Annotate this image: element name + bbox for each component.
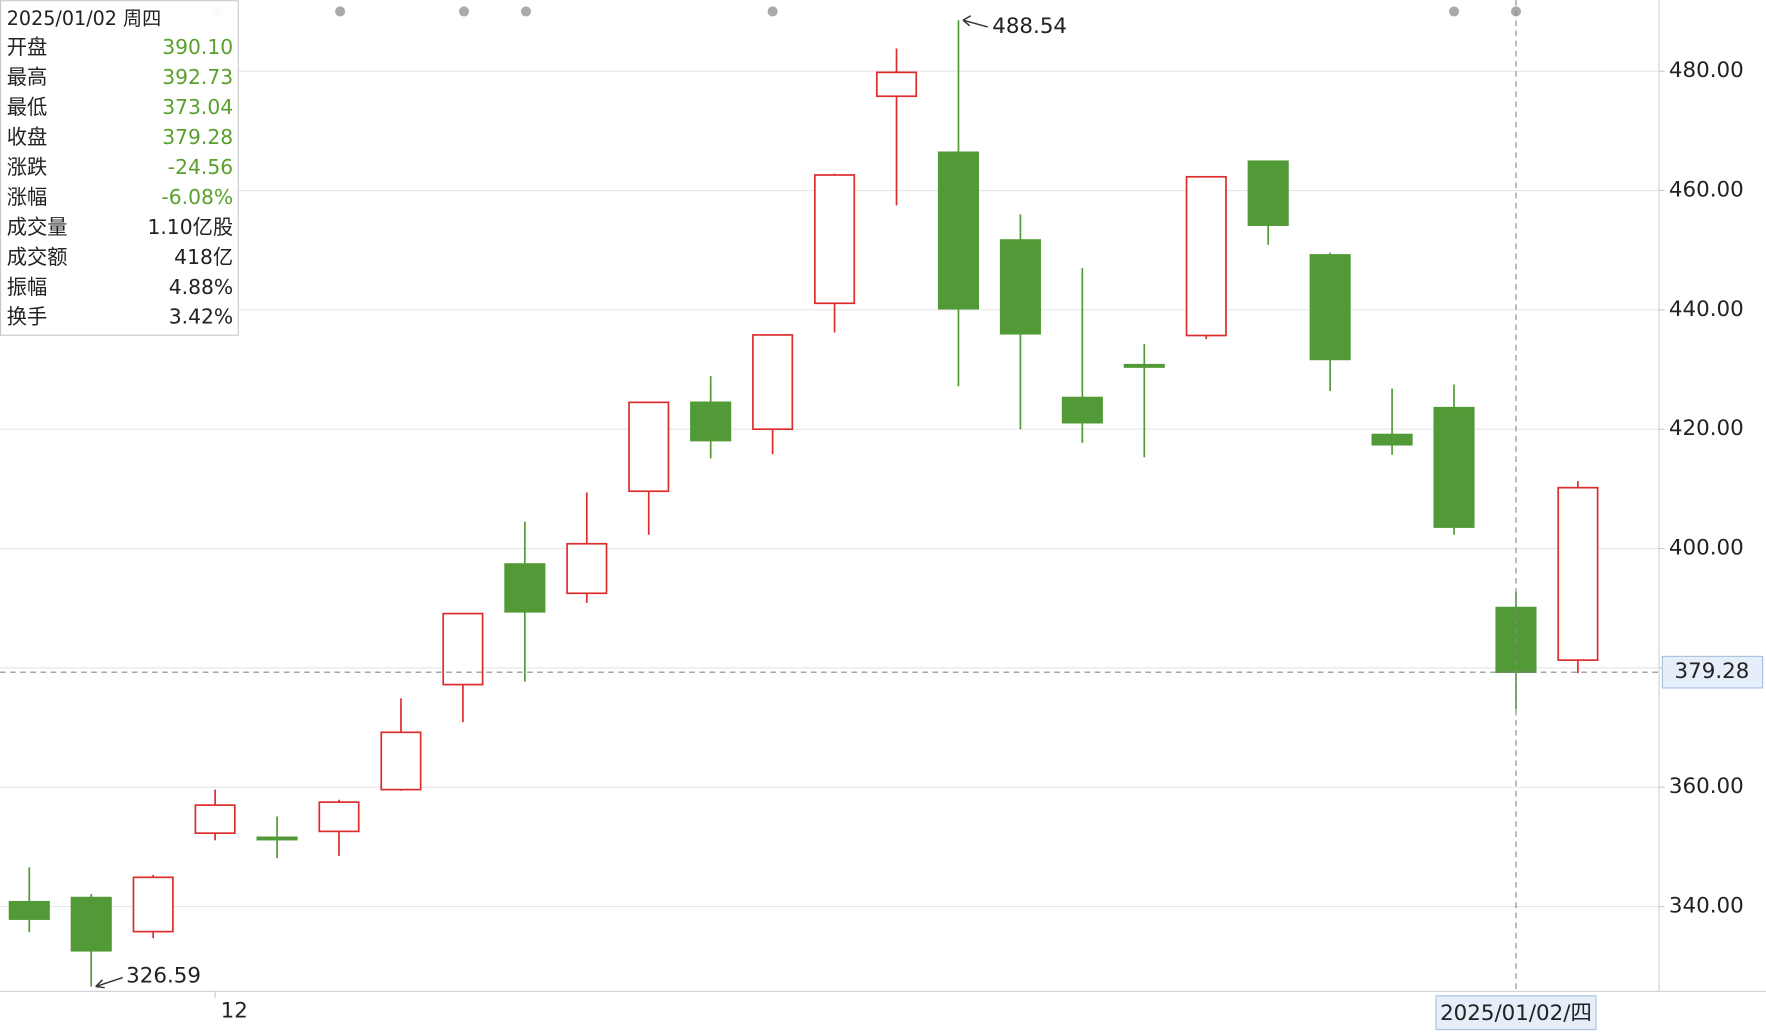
candle-body: [814, 174, 856, 305]
info-label: 最低: [7, 95, 48, 119]
crosshair-date-box: [1435, 995, 1597, 1031]
candle-body: [566, 542, 608, 595]
info-label: 收盘: [7, 125, 48, 149]
candle-body: [999, 239, 1041, 335]
candle-body: [70, 896, 112, 952]
max-annotation: 488.54: [992, 14, 1067, 39]
y-tick-label: 460.00: [1669, 178, 1744, 203]
info-label: 涨幅: [7, 185, 48, 209]
candle-body: [8, 900, 50, 920]
info-value: 373.04: [162, 95, 233, 119]
candle-body: [318, 801, 360, 833]
event-dot[interactable]: [520, 6, 532, 17]
candle-body: [1371, 433, 1413, 446]
y-tick-label: 360.00: [1669, 774, 1744, 799]
info-label: 最高: [7, 65, 48, 89]
candle-body: [194, 804, 236, 835]
info-title: 2025/01/02 周四: [7, 7, 162, 30]
min-annotation: 326.59: [126, 963, 201, 988]
candle-body: [1185, 175, 1227, 337]
event-dot[interactable]: [458, 6, 470, 17]
info-label: 成交额: [7, 245, 68, 269]
candles: [8, 20, 1599, 987]
info-panel: 2025/01/02 周四 开盘 390.10 最高 392.73 最低 373.04 收盘…: [0, 0, 239, 336]
y-tick-label: 420.00: [1669, 416, 1744, 441]
event-dot[interactable]: [767, 6, 778, 17]
info-value: 418亿: [174, 245, 233, 269]
min-arrow: [95, 976, 123, 989]
info-value: 3.42%: [169, 305, 233, 329]
candle-body: [1123, 363, 1165, 368]
info-value: -24.56: [168, 155, 233, 179]
candle-body: [1061, 396, 1103, 424]
candle-body: [1309, 254, 1351, 361]
candle-body: [256, 836, 298, 841]
candle-body: [504, 563, 546, 613]
y-tick-label: 440.00: [1669, 297, 1744, 322]
candle-body: [442, 612, 484, 686]
info-value: -6.08%: [161, 185, 233, 209]
info-label: 换手: [7, 305, 48, 329]
crosshair-price-label: 379.28: [1675, 659, 1750, 684]
info-label: 开盘: [7, 35, 48, 59]
info-value: 379.28: [162, 125, 233, 149]
event-dot[interactable]: [335, 6, 346, 17]
candle-body: [380, 731, 422, 791]
info-value: 390.10: [162, 35, 233, 59]
info-label: 成交量: [7, 215, 68, 239]
candle-body: [690, 401, 732, 442]
crosshair-price-box: [1661, 655, 1764, 689]
y-tick-label: 340.00: [1669, 894, 1744, 919]
candle-body: [1247, 160, 1289, 226]
max-arrow: [962, 15, 988, 28]
info-label: 振幅: [7, 275, 48, 299]
y-tick-label: 400.00: [1669, 536, 1744, 561]
info-value: 1.10亿股: [147, 215, 233, 239]
event-dot[interactable]: [1448, 6, 1460, 17]
y-tick-label: 480.00: [1669, 58, 1744, 83]
candle-body: [937, 151, 980, 310]
candle-body: [628, 401, 670, 493]
info-value: 392.73: [162, 65, 233, 89]
crosshair-date-label: 2025/01/02/四: [1440, 1001, 1592, 1026]
info-panel-frame: [0, 0, 239, 336]
info-label: 涨跌: [7, 155, 48, 179]
candle-body: [132, 876, 174, 933]
candle-body: [1433, 406, 1475, 528]
candle-body: [752, 334, 794, 431]
candle-body: [1557, 486, 1599, 661]
grid: 340.00360.00380.00400.00420.00440.00460.…: [0, 58, 1744, 919]
candle-body: [875, 71, 918, 98]
x-tick-label: 12: [221, 999, 248, 1024]
info-value: 4.88%: [169, 275, 233, 299]
